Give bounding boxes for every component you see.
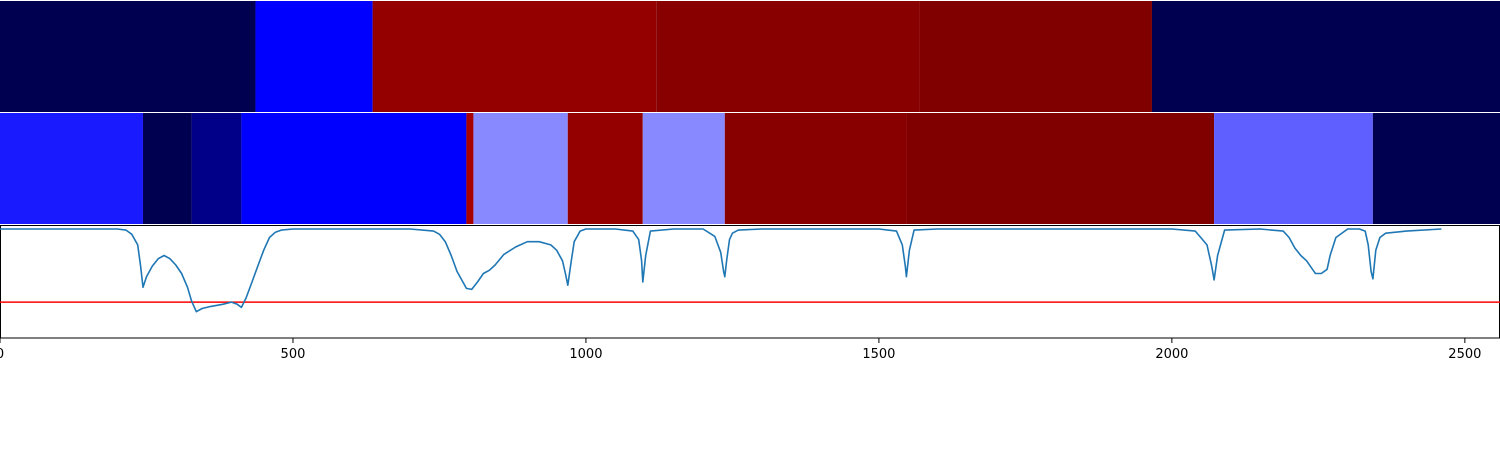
heatmap-segment xyxy=(1151,1,1500,112)
x-tick-label: 0 xyxy=(0,347,4,362)
heatmap-rows xyxy=(0,0,1500,226)
heatmap-segment xyxy=(255,1,373,112)
heatmap-segment xyxy=(567,113,643,224)
line-panel xyxy=(0,225,1500,339)
heatmap-segment xyxy=(0,113,143,224)
heatmap-segment xyxy=(0,1,256,112)
x-axis: 0 500 1000 1500 2000 2500 xyxy=(0,338,1481,362)
x-tick-label: 2000 xyxy=(1155,347,1188,362)
line-panel-frame xyxy=(0,225,1500,339)
x-tick-label: 1500 xyxy=(862,347,895,362)
heatmap-segment xyxy=(142,113,192,224)
heatmap-segment xyxy=(1372,113,1500,224)
heatmap-segment xyxy=(919,1,1152,112)
x-tick-label: 1000 xyxy=(569,347,602,362)
heatmap-row-2 xyxy=(0,113,1500,224)
heatmap-row-1 xyxy=(0,1,1500,112)
heatmap-segment xyxy=(191,113,242,224)
series-line xyxy=(0,228,1442,313)
heatmap-segment xyxy=(466,113,474,224)
x-tick-label: 2500 xyxy=(1448,347,1481,362)
heatmap-segment xyxy=(1214,113,1373,224)
heatmap-segment xyxy=(372,1,657,112)
x-tick-label: 500 xyxy=(281,347,306,362)
heatmap-segment xyxy=(724,113,907,224)
heatmap-segment xyxy=(906,113,1215,224)
heatmap-segment xyxy=(241,113,467,224)
heatmap-segment xyxy=(656,1,920,112)
heatmap-segment xyxy=(642,113,725,224)
heatmap-segment xyxy=(473,113,568,224)
